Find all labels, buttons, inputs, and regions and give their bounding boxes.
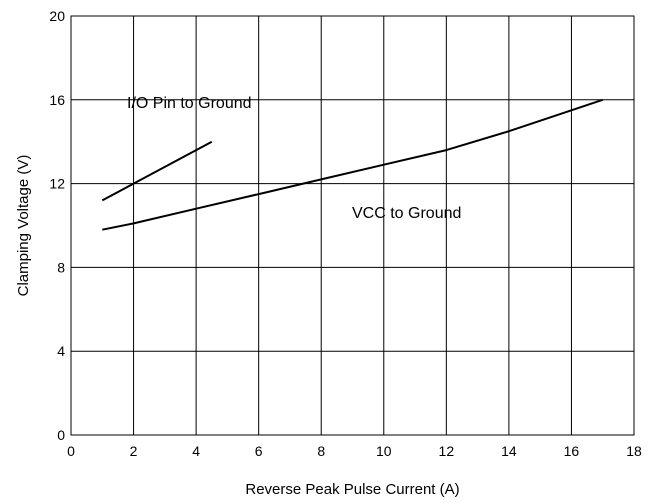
x-tick-label: 2 [130, 443, 138, 459]
x-tick-label: 4 [192, 443, 200, 459]
x-tick-label: 18 [626, 443, 642, 459]
y-tick-label: 0 [57, 427, 65, 443]
x-tick-label: 14 [501, 443, 517, 459]
annotation-io-pin: I/O Pin to Ground [127, 95, 252, 112]
x-axis-label: Reverse Peak Pulse Current (A) [245, 481, 459, 498]
y-tick-labels: 0 4 8 12 16 20 [49, 8, 65, 443]
x-tick-label: 10 [376, 443, 392, 459]
series-line-1 [102, 98, 604, 231]
x-tick-label: 8 [317, 443, 325, 459]
x-tick-labels: 0 2 4 6 8 10 12 14 16 18 [67, 443, 642, 459]
series-lines [101, 98, 604, 231]
plot-frame [70, 15, 635, 436]
y-axis-label: Clamping Voltage (V) [15, 155, 32, 297]
y-tick-label: 20 [49, 8, 65, 24]
x-tick-label: 16 [564, 443, 580, 459]
x-tick-label: 12 [439, 443, 455, 459]
grid-lines [70, 15, 635, 436]
x-tick-label: 6 [255, 443, 263, 459]
y-tick-label: 16 [49, 92, 65, 108]
y-tick-label: 12 [49, 176, 65, 192]
y-tick-label: 4 [57, 343, 65, 359]
series-line-0 [101, 140, 213, 202]
x-tick-label: 0 [67, 443, 75, 459]
y-tick-label: 8 [57, 259, 65, 275]
annotation-vcc: VCC to Ground [352, 205, 461, 222]
